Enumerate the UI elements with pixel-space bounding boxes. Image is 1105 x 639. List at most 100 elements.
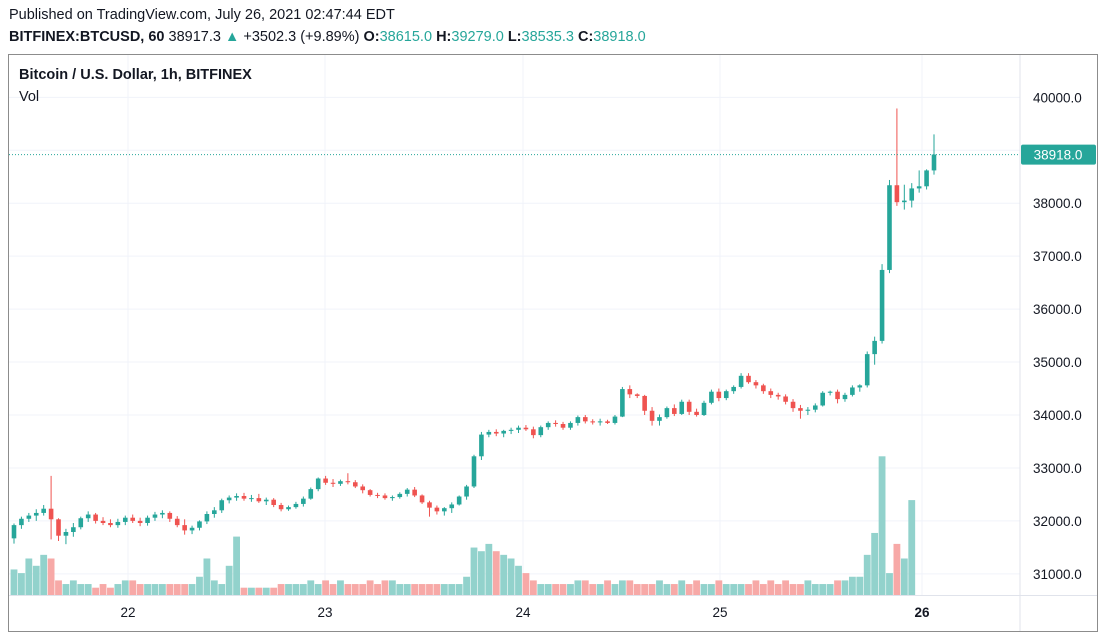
volume-bar bbox=[478, 551, 485, 595]
volume-bar bbox=[314, 584, 322, 595]
price-label-box bbox=[1021, 144, 1096, 165]
volume-bar bbox=[418, 584, 426, 595]
volume-bar bbox=[359, 584, 367, 595]
volume-bar bbox=[218, 584, 226, 595]
candle-body bbox=[835, 391, 840, 400]
candle-body bbox=[152, 514, 158, 518]
low-value: 38535.3 bbox=[521, 29, 574, 45]
volume-bar bbox=[10, 569, 18, 595]
volume-bar bbox=[789, 584, 797, 595]
candle-body bbox=[41, 508, 46, 513]
volume-bar bbox=[144, 584, 151, 595]
volume-bar bbox=[455, 584, 463, 595]
volume-bar bbox=[69, 580, 77, 595]
candle-body bbox=[612, 416, 618, 423]
candle-body bbox=[330, 482, 336, 484]
volume-bar bbox=[448, 584, 456, 595]
candle-body bbox=[738, 375, 744, 387]
candle-body bbox=[501, 430, 506, 434]
candle-body bbox=[872, 340, 877, 355]
volume-bar bbox=[166, 584, 174, 595]
volume-bar bbox=[604, 580, 611, 595]
volume-bar bbox=[819, 584, 827, 595]
y-tick-label: 37000.0 bbox=[1033, 249, 1082, 264]
volume-bar bbox=[196, 576, 203, 595]
candle-body bbox=[909, 188, 915, 201]
volume-bar bbox=[663, 584, 671, 595]
candle-body bbox=[249, 498, 254, 500]
volume-bar bbox=[574, 580, 582, 595]
candle-body bbox=[301, 498, 306, 504]
candle-body bbox=[790, 401, 796, 409]
x-tick-label: 23 bbox=[317, 605, 332, 620]
volume-bar bbox=[871, 532, 879, 595]
candle-body bbox=[182, 525, 187, 531]
candle-body bbox=[716, 391, 722, 399]
candle-body bbox=[360, 486, 366, 491]
candle-body bbox=[805, 409, 811, 411]
volume-bar bbox=[492, 551, 500, 595]
candle-body bbox=[26, 515, 32, 519]
volume-bar bbox=[129, 580, 137, 595]
candle-body bbox=[212, 510, 217, 514]
candle-body bbox=[620, 389, 625, 417]
candle-body bbox=[427, 502, 432, 508]
volume-bar bbox=[782, 580, 790, 595]
published-info: Published on TradingView.com, July 26, 2… bbox=[9, 7, 395, 23]
volume-bar bbox=[856, 576, 864, 595]
candle-body bbox=[894, 185, 900, 203]
volume-bar bbox=[374, 584, 381, 595]
candle-body bbox=[798, 408, 803, 411]
volume-bar bbox=[40, 554, 48, 595]
volume-bar bbox=[210, 580, 218, 595]
x-tick-label: 24 bbox=[515, 605, 531, 620]
candle-body bbox=[263, 499, 269, 502]
candle-body bbox=[924, 170, 929, 187]
y-tick-label: 40000.0 bbox=[1033, 90, 1082, 105]
volume-bar bbox=[596, 584, 604, 595]
candle-body bbox=[590, 421, 596, 423]
price-change: +3502.3 (+9.89%) bbox=[243, 29, 360, 45]
volume-bar bbox=[678, 580, 686, 595]
y-tick-label: 35000.0 bbox=[1033, 355, 1082, 370]
volume-bar bbox=[589, 584, 597, 595]
candle-body bbox=[56, 519, 61, 536]
candle-body bbox=[286, 507, 291, 510]
candle-body bbox=[538, 427, 544, 436]
candle-body bbox=[597, 421, 603, 423]
volume-bar bbox=[307, 580, 315, 595]
symbol-label: BITFINEX:BTCUSD, 60 bbox=[9, 29, 165, 45]
candle-body bbox=[916, 186, 922, 189]
candle-body bbox=[234, 496, 239, 498]
volume-bar bbox=[25, 558, 33, 595]
candle-body bbox=[931, 154, 937, 171]
candle-body bbox=[753, 382, 759, 386]
candle-body bbox=[471, 456, 477, 487]
volume-bar bbox=[700, 584, 708, 595]
last-price: 38917.3 bbox=[168, 29, 221, 45]
volume-bar bbox=[151, 584, 159, 595]
candle-body bbox=[271, 499, 276, 505]
candle-body bbox=[493, 431, 499, 434]
candle-body bbox=[130, 517, 136, 521]
volume-bar bbox=[618, 580, 626, 595]
close-label: C: bbox=[577, 29, 594, 45]
candle-body bbox=[672, 408, 677, 414]
volume-bar bbox=[745, 584, 752, 595]
y-tick-label: 33000.0 bbox=[1033, 461, 1082, 476]
candle-body bbox=[627, 389, 633, 395]
candle-body bbox=[768, 391, 774, 395]
open-value: 38615.0 bbox=[379, 29, 433, 45]
volume-bar bbox=[403, 584, 411, 595]
volume-bar bbox=[552, 584, 560, 595]
candle-body bbox=[649, 410, 655, 421]
volume-bar bbox=[99, 584, 107, 595]
chart-frame[interactable] bbox=[8, 54, 1098, 632]
volume-bar bbox=[240, 587, 248, 595]
candle-body bbox=[122, 517, 128, 522]
y-tick-label: 31000.0 bbox=[1033, 567, 1082, 582]
candle-body bbox=[367, 490, 373, 495]
candle-body bbox=[100, 520, 106, 523]
volume-bar bbox=[433, 584, 441, 595]
